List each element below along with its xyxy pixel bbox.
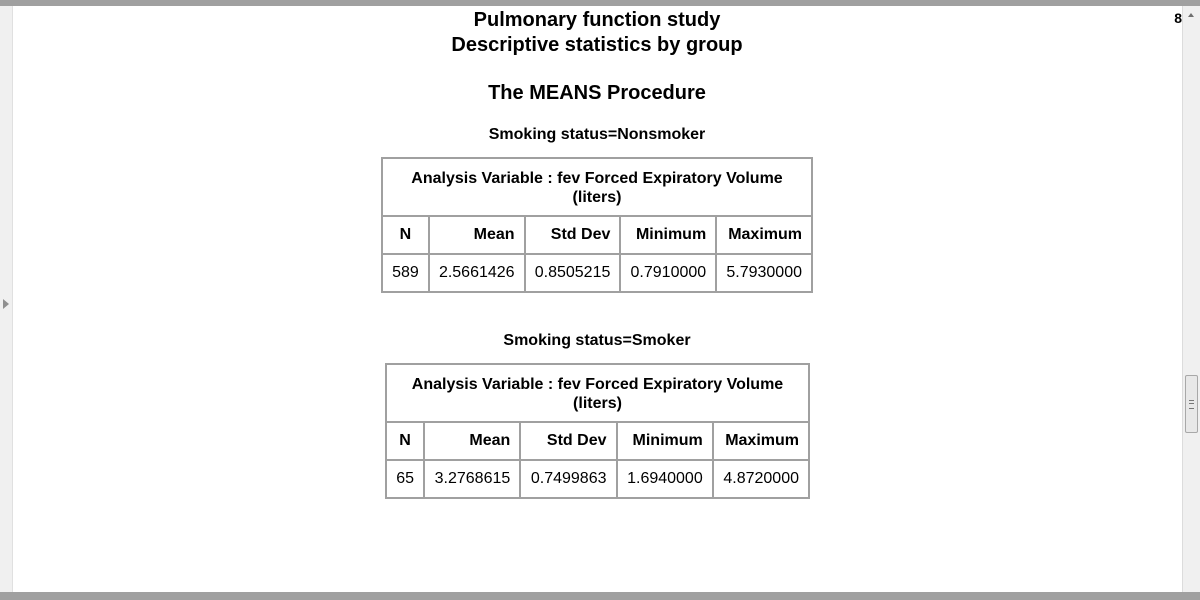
procedure-title: The MEANS Procedure: [488, 82, 706, 104]
group-heading-smoker: Smoking status=Smoker: [503, 332, 691, 349]
col-header-minimum: Minimum: [620, 216, 717, 254]
col-header-minimum: Minimum: [616, 422, 713, 460]
window-bottom-border: [0, 592, 1200, 600]
report-subtitle: Descriptive statistics by group: [451, 34, 743, 56]
page-number: 8: [1174, 10, 1182, 26]
caption-line: Analysis Variable : fev Forced Expirator…: [411, 170, 783, 187]
cell-n: 65: [386, 460, 425, 498]
report-output: Pulmonary function study Descriptive sta…: [12, 6, 1182, 592]
col-header-mean: Mean: [424, 422, 521, 460]
col-header-mean: Mean: [428, 216, 525, 254]
grip-lines-icon: [1189, 400, 1194, 409]
cell-mean: 3.2768615: [424, 460, 521, 498]
header-row: N Mean Std Dev Minimum Maximum: [382, 216, 812, 254]
stats-table-nonsmoker: Analysis Variable : fev Forced Expirator…: [381, 157, 813, 293]
cell-minimum: 0.7910000: [620, 254, 717, 292]
table-row: 65 3.2768615 0.7499863 1.6940000 4.87200…: [386, 460, 809, 498]
table-caption: Analysis Variable : fev Forced Expirator…: [382, 158, 812, 216]
window-top-border: [0, 0, 1200, 6]
caption-units: (liters): [573, 395, 622, 412]
cell-std-dev: 0.7499863: [520, 460, 617, 498]
group-heading-nonsmoker: Smoking status=Nonsmoker: [488, 126, 706, 143]
scroll-thumb[interactable]: [1185, 375, 1198, 433]
stats-table-smoker: Analysis Variable : fev Forced Expirator…: [385, 363, 810, 499]
table-caption: Analysis Variable : fev Forced Expirator…: [386, 364, 809, 422]
cell-std-dev: 0.8505215: [524, 254, 621, 292]
left-gutter: [0, 6, 13, 592]
col-header-maximum: Maximum: [716, 216, 812, 254]
scroll-up-arrow-icon[interactable]: [1188, 13, 1194, 17]
table-row: 589 2.5661426 0.8505215 0.7910000 5.7930…: [382, 254, 812, 292]
col-header-std-dev: Std Dev: [524, 216, 621, 254]
col-header-maximum: Maximum: [712, 422, 809, 460]
vertical-scrollbar[interactable]: [1182, 6, 1200, 592]
caption-line: Analysis Variable : fev Forced Expirator…: [411, 376, 784, 393]
cell-maximum: 5.7930000: [716, 254, 812, 292]
col-header-n: N: [382, 216, 429, 254]
col-header-std-dev: Std Dev: [520, 422, 617, 460]
cell-n: 589: [382, 254, 429, 292]
cell-minimum: 1.6940000: [616, 460, 713, 498]
col-header-n: N: [386, 422, 425, 460]
cell-maximum: 4.8720000: [712, 460, 809, 498]
caption-units: (liters): [572, 189, 622, 206]
expand-arrow-icon[interactable]: [3, 299, 9, 309]
header-row: N Mean Std Dev Minimum Maximum: [386, 422, 809, 460]
report-title: Pulmonary function study: [473, 9, 721, 31]
cell-mean: 2.5661426: [428, 254, 525, 292]
